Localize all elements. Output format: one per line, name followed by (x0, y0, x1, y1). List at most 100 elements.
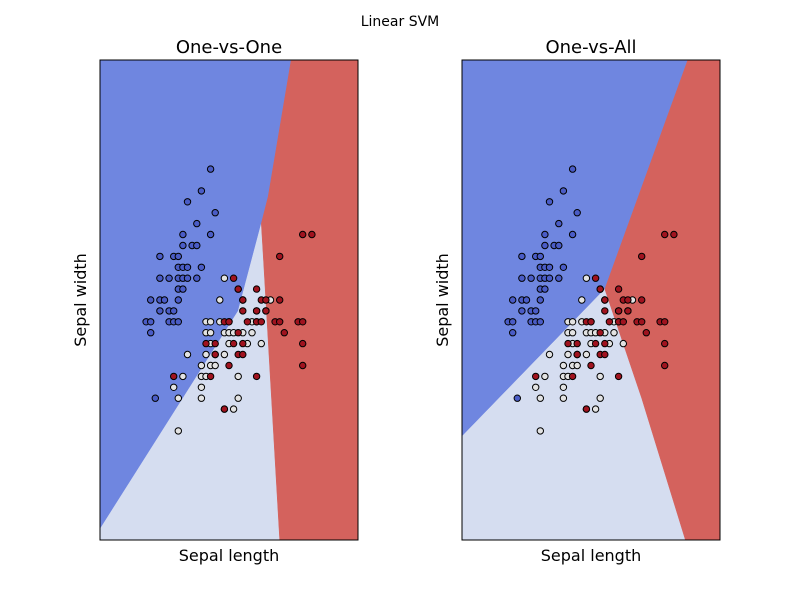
data-point-versicolor (234, 372, 242, 381)
data-point-virginica (225, 361, 233, 370)
data-point-virginica (619, 318, 627, 326)
data-point-virginica (605, 318, 614, 326)
y-axis-label: Sepal width (433, 253, 452, 347)
data-point-virginica (299, 361, 307, 370)
chart-title: One-vs-One (176, 37, 282, 58)
data-point-versicolor (559, 394, 568, 402)
data-point-virginica (252, 372, 261, 381)
data-point-setosa (174, 252, 183, 261)
data-point-virginica (299, 318, 307, 326)
data-point-virginica (587, 361, 595, 370)
axes-frame (461, 59, 721, 541)
data-point-versicolor (541, 372, 549, 381)
data-point-setosa (573, 209, 581, 217)
data-point-versicolor (206, 329, 215, 337)
data-point-setosa (183, 263, 192, 271)
x-axis-label: Sepal length (541, 546, 642, 565)
data-point-virginica (587, 318, 595, 326)
data-point-setosa (193, 241, 201, 250)
data-point-virginica (239, 350, 247, 359)
data-point-virginica (573, 339, 581, 348)
data-point-virginica (601, 307, 609, 315)
data-point-virginica (532, 372, 540, 381)
data-point-setosa (179, 230, 187, 239)
data-point-versicolor (591, 405, 600, 413)
data-point-setosa (170, 307, 178, 315)
data-point-virginica (596, 329, 604, 337)
data-point-setosa (555, 274, 563, 282)
data-point-versicolor (578, 296, 586, 304)
data-point-setosa (541, 241, 549, 250)
data-point-virginica (225, 318, 233, 326)
data-point-setosa (513, 394, 521, 402)
chart-panel-one-vs-all: One-vs-All Sepal length Sepal width (433, 37, 721, 565)
data-point-setosa (147, 296, 155, 304)
data-point-virginica (661, 339, 669, 348)
data-point-virginica (638, 318, 646, 326)
data-point-setosa (568, 230, 577, 239)
data-point-virginica (661, 318, 669, 326)
data-point-versicolor (248, 329, 256, 337)
data-point-virginica (299, 230, 307, 239)
data-point-setosa (179, 285, 187, 293)
data-point-versicolor (619, 339, 627, 348)
data-point-virginica (596, 285, 604, 293)
data-point-versicolor (197, 361, 206, 370)
data-point-setosa (165, 274, 173, 282)
data-point-virginica (276, 296, 284, 304)
data-point-virginica (624, 307, 632, 315)
data-point-setosa (183, 198, 192, 206)
axes-frame (99, 59, 359, 541)
data-point-virginica (211, 339, 219, 348)
data-point-setosa (179, 241, 187, 250)
decision-region-virginica (604, 60, 720, 540)
data-point-virginica (202, 339, 210, 348)
data-point-setosa (147, 329, 155, 337)
data-point-versicolor (573, 361, 581, 370)
data-point-versicolor (197, 394, 206, 402)
data-point-setosa (536, 318, 544, 326)
data-point-virginica (239, 296, 247, 304)
data-point-setosa (541, 230, 549, 239)
data-point-setosa (527, 274, 535, 282)
data-point-versicolor (564, 350, 572, 359)
data-point-setosa (206, 165, 215, 173)
data-point-setosa (197, 187, 206, 195)
data-point-virginica (276, 318, 284, 326)
data-point-setosa (151, 394, 160, 402)
data-point-virginica (591, 274, 600, 282)
data-point-virginica (262, 296, 270, 304)
data-point-versicolor (559, 361, 568, 370)
data-point-versicolor (257, 339, 265, 348)
data-point-virginica (568, 372, 577, 381)
data-point-virginica (229, 339, 238, 348)
chart-title: One-vs-All (545, 37, 636, 58)
data-point-virginica (642, 329, 650, 337)
data-point-virginica (239, 339, 247, 348)
data-point-virginica (624, 296, 632, 304)
data-point-setosa (541, 285, 549, 293)
data-point-versicolor (174, 427, 183, 435)
data-point-versicolor (174, 394, 183, 402)
x-axis-label: Sepal length (179, 546, 280, 565)
data-point-versicolor (536, 427, 544, 435)
data-point-setosa (156, 252, 164, 261)
data-point-versicolor (582, 350, 591, 359)
figure-suptitle: Linear SVM (361, 14, 440, 30)
data-point-virginica (252, 307, 261, 315)
decision-region-virginica (261, 60, 358, 540)
data-point-versicolor (170, 383, 178, 391)
data-point-virginica (234, 285, 242, 293)
data-point-setosa (160, 296, 169, 304)
data-point-versicolor (582, 274, 591, 282)
data-point-virginica (239, 307, 247, 315)
data-point-virginica (206, 372, 215, 381)
data-point-setosa (532, 307, 540, 315)
data-point-virginica (601, 296, 609, 304)
data-point-setosa (197, 263, 206, 271)
data-point-setosa (147, 318, 155, 326)
data-point-setosa (545, 274, 554, 282)
data-point-setosa (555, 219, 563, 228)
data-point-versicolor (179, 372, 187, 381)
data-point-virginica (670, 230, 678, 239)
